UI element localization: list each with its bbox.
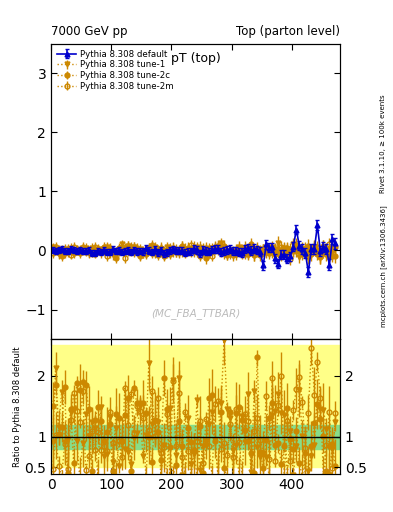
Bar	[51, 425, 340, 449]
Y-axis label: Ratio to Pythia 8.308 default: Ratio to Pythia 8.308 default	[13, 346, 22, 466]
Text: 7000 GeV pp: 7000 GeV pp	[51, 26, 128, 38]
Legend: Pythia 8.308 default, Pythia 8.308 tune-1, Pythia 8.308 tune-2c, Pythia 8.308 tu: Pythia 8.308 default, Pythia 8.308 tune-…	[55, 48, 175, 93]
Text: Top (parton level): Top (parton level)	[236, 26, 340, 38]
Text: (MC_FBA_TTBAR): (MC_FBA_TTBAR)	[151, 308, 240, 318]
Bar	[51, 345, 340, 467]
Text: Rivet 3.1.10, ≥ 100k events: Rivet 3.1.10, ≥ 100k events	[380, 94, 386, 193]
Text: mcplots.cern.ch [arXiv:1306.3436]: mcplots.cern.ch [arXiv:1306.3436]	[380, 205, 387, 327]
Text: pT (top): pT (top)	[171, 52, 220, 66]
